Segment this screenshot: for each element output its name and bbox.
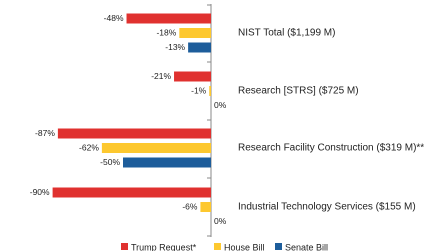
value-label: -1% <box>191 85 207 95</box>
legend-label: Trump Request* <box>131 242 197 251</box>
bar <box>57 128 211 139</box>
legend-swatch <box>275 243 282 250</box>
bar <box>209 86 211 96</box>
value-label: -21% <box>151 71 171 81</box>
bar <box>101 143 211 153</box>
value-label: -50% <box>100 157 120 167</box>
category-label: Industrial Technology Services ($155 M) <box>238 202 416 213</box>
bar <box>123 157 211 168</box>
value-label: -87% <box>35 128 55 138</box>
bar <box>200 202 211 212</box>
value-label: 0% <box>214 216 227 226</box>
value-label: -48% <box>104 13 124 23</box>
value-label: -18% <box>156 27 176 37</box>
value-label: 0% <box>214 100 227 110</box>
value-label: -62% <box>79 142 99 152</box>
legend-label: Senate Bill <box>285 242 328 251</box>
bar <box>174 71 211 82</box>
value-label: -13% <box>165 42 185 52</box>
value-label: -6% <box>182 201 198 211</box>
category-label: Research Facility Construction ($319 M)*… <box>238 143 424 154</box>
bar <box>188 42 211 53</box>
category-label: Research [STRS] ($725 M) <box>238 86 359 97</box>
bar <box>52 187 211 198</box>
value-label: -90% <box>30 187 50 197</box>
category-label: NIST Total ($1,199 M) <box>238 28 335 39</box>
bar <box>126 13 211 24</box>
legend-swatch <box>121 243 128 250</box>
bar <box>179 28 211 38</box>
legend-label: House Bill <box>224 242 265 251</box>
legend-swatch <box>214 243 221 250</box>
axis-decoration <box>207 4 211 237</box>
